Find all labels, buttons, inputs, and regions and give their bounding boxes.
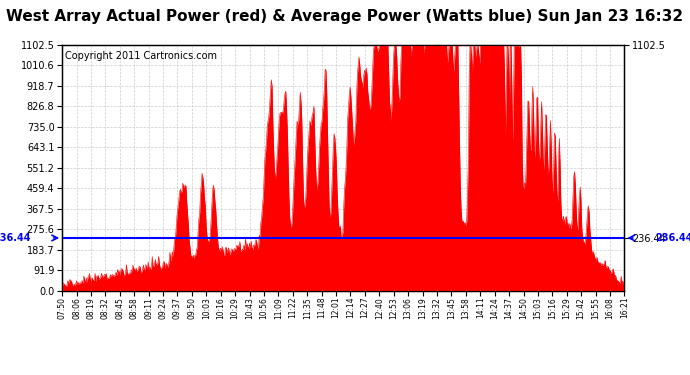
Text: 236.44: 236.44	[656, 233, 690, 243]
Text: West Array Actual Power (red) & Average Power (Watts blue) Sun Jan 23 16:32: West Array Actual Power (red) & Average …	[6, 9, 684, 24]
Text: 236.44: 236.44	[0, 233, 31, 243]
Text: Copyright 2011 Cartronics.com: Copyright 2011 Cartronics.com	[65, 51, 217, 61]
